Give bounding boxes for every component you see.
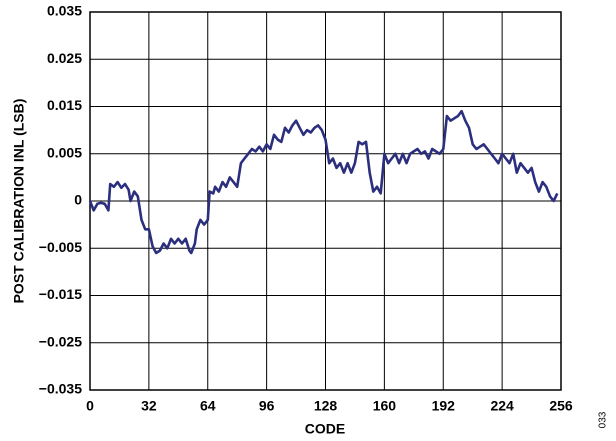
x-axis-title: CODE — [305, 421, 345, 437]
x-tick-label: 64 — [200, 398, 216, 414]
x-tick-label: 256 — [549, 398, 573, 414]
x-tick-label: 192 — [432, 398, 456, 414]
y-tick-label: 0.025 — [47, 50, 82, 66]
y-tick-label: −0.025 — [39, 333, 82, 349]
figure-number: 033 — [598, 411, 609, 428]
x-tick-label: 96 — [259, 398, 275, 414]
y-tick-label: 0.015 — [47, 97, 82, 113]
y-tick-label: 0.005 — [47, 144, 82, 160]
y-axis-title: POST CALIBRATION INL (LSB) — [11, 99, 27, 304]
x-tick-label: 0 — [86, 398, 94, 414]
y-tick-label: −0.015 — [39, 286, 82, 302]
y-tick-label: −0.005 — [39, 239, 82, 255]
x-tick-label: 32 — [141, 398, 157, 414]
x-tick-label: 224 — [490, 398, 514, 414]
y-tick-label: 0.035 — [47, 3, 82, 19]
y-tick-label: −0.035 — [39, 381, 82, 397]
x-tick-label: 128 — [314, 398, 338, 414]
data-line — [88, 109, 559, 255]
y-tick-label: 0 — [74, 192, 82, 208]
x-tick-label: 160 — [373, 398, 397, 414]
